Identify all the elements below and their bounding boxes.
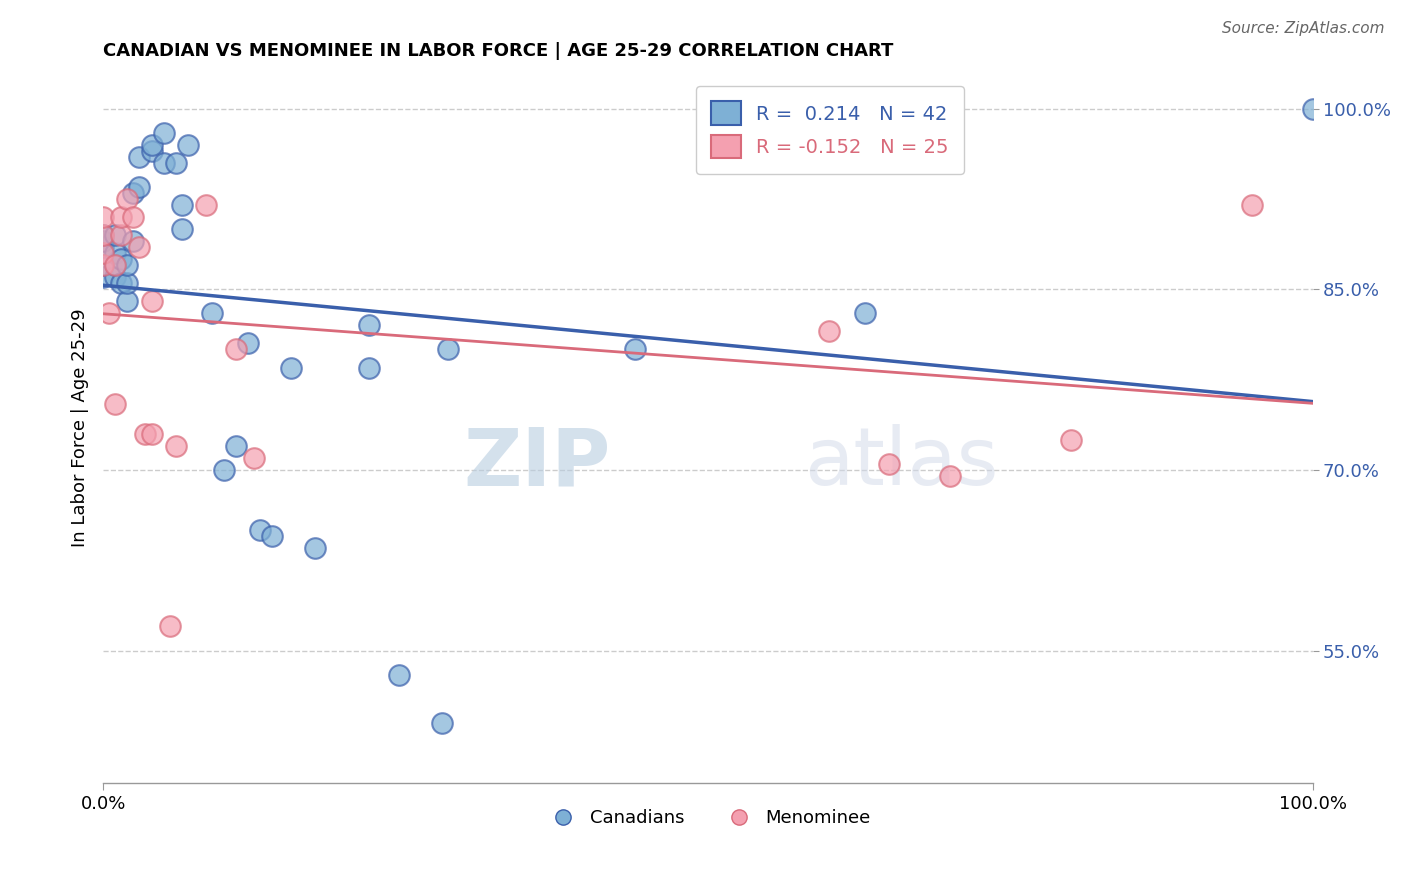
Point <box>141 426 163 441</box>
Point <box>110 210 132 224</box>
Point <box>110 252 132 266</box>
Point <box>141 294 163 309</box>
Point <box>128 240 150 254</box>
Point <box>122 234 145 248</box>
Point <box>238 336 260 351</box>
Point <box>212 463 235 477</box>
Point <box>243 450 266 465</box>
Point <box>141 137 163 152</box>
Point <box>624 343 647 357</box>
Point <box>165 155 187 169</box>
Text: atlas: atlas <box>804 425 1000 502</box>
Point <box>388 667 411 681</box>
Point <box>225 439 247 453</box>
Point <box>437 343 460 357</box>
Point <box>194 198 217 212</box>
Point <box>170 222 193 236</box>
Point <box>122 210 145 224</box>
Point <box>430 715 453 730</box>
Point <box>134 426 156 441</box>
Point <box>91 258 114 272</box>
Point <box>91 227 114 242</box>
Point <box>117 192 139 206</box>
Point <box>359 360 381 375</box>
Point <box>110 276 132 290</box>
Point <box>877 457 900 471</box>
Point <box>104 258 127 272</box>
Point <box>91 270 114 285</box>
Point <box>110 227 132 242</box>
Text: CANADIAN VS MENOMINEE IN LABOR FORCE | AGE 25-29 CORRELATION CHART: CANADIAN VS MENOMINEE IN LABOR FORCE | A… <box>103 42 893 60</box>
Point <box>122 186 145 200</box>
Point <box>98 306 121 320</box>
Point <box>817 325 839 339</box>
Point <box>249 523 271 537</box>
Point <box>128 150 150 164</box>
Point <box>117 276 139 290</box>
Point <box>165 439 187 453</box>
Point <box>128 179 150 194</box>
Point <box>1060 433 1083 447</box>
Point <box>1302 102 1324 116</box>
Point <box>91 240 114 254</box>
Text: Source: ZipAtlas.com: Source: ZipAtlas.com <box>1222 21 1385 36</box>
Point <box>104 397 127 411</box>
Point <box>359 318 381 333</box>
Point <box>141 144 163 158</box>
Point <box>104 246 127 260</box>
Point <box>117 294 139 309</box>
Point <box>91 246 114 260</box>
Point <box>91 227 114 242</box>
Point <box>1241 198 1264 212</box>
Point <box>117 258 139 272</box>
Text: ZIP: ZIP <box>464 425 612 502</box>
Point <box>104 270 127 285</box>
Point <box>104 227 127 242</box>
Point <box>91 210 114 224</box>
Point <box>225 343 247 357</box>
Point <box>91 258 114 272</box>
Point <box>104 258 127 272</box>
Y-axis label: In Labor Force | Age 25-29: In Labor Force | Age 25-29 <box>72 309 89 547</box>
Point <box>159 619 181 633</box>
Legend: Canadians, Menominee: Canadians, Menominee <box>537 802 879 834</box>
Point <box>152 126 174 140</box>
Point <box>201 306 224 320</box>
Point <box>304 541 326 556</box>
Point <box>177 137 200 152</box>
Point <box>91 234 114 248</box>
Point <box>152 155 174 169</box>
Point <box>280 360 302 375</box>
Point <box>170 198 193 212</box>
Point <box>262 529 284 543</box>
Point <box>853 306 876 320</box>
Point <box>938 469 960 483</box>
